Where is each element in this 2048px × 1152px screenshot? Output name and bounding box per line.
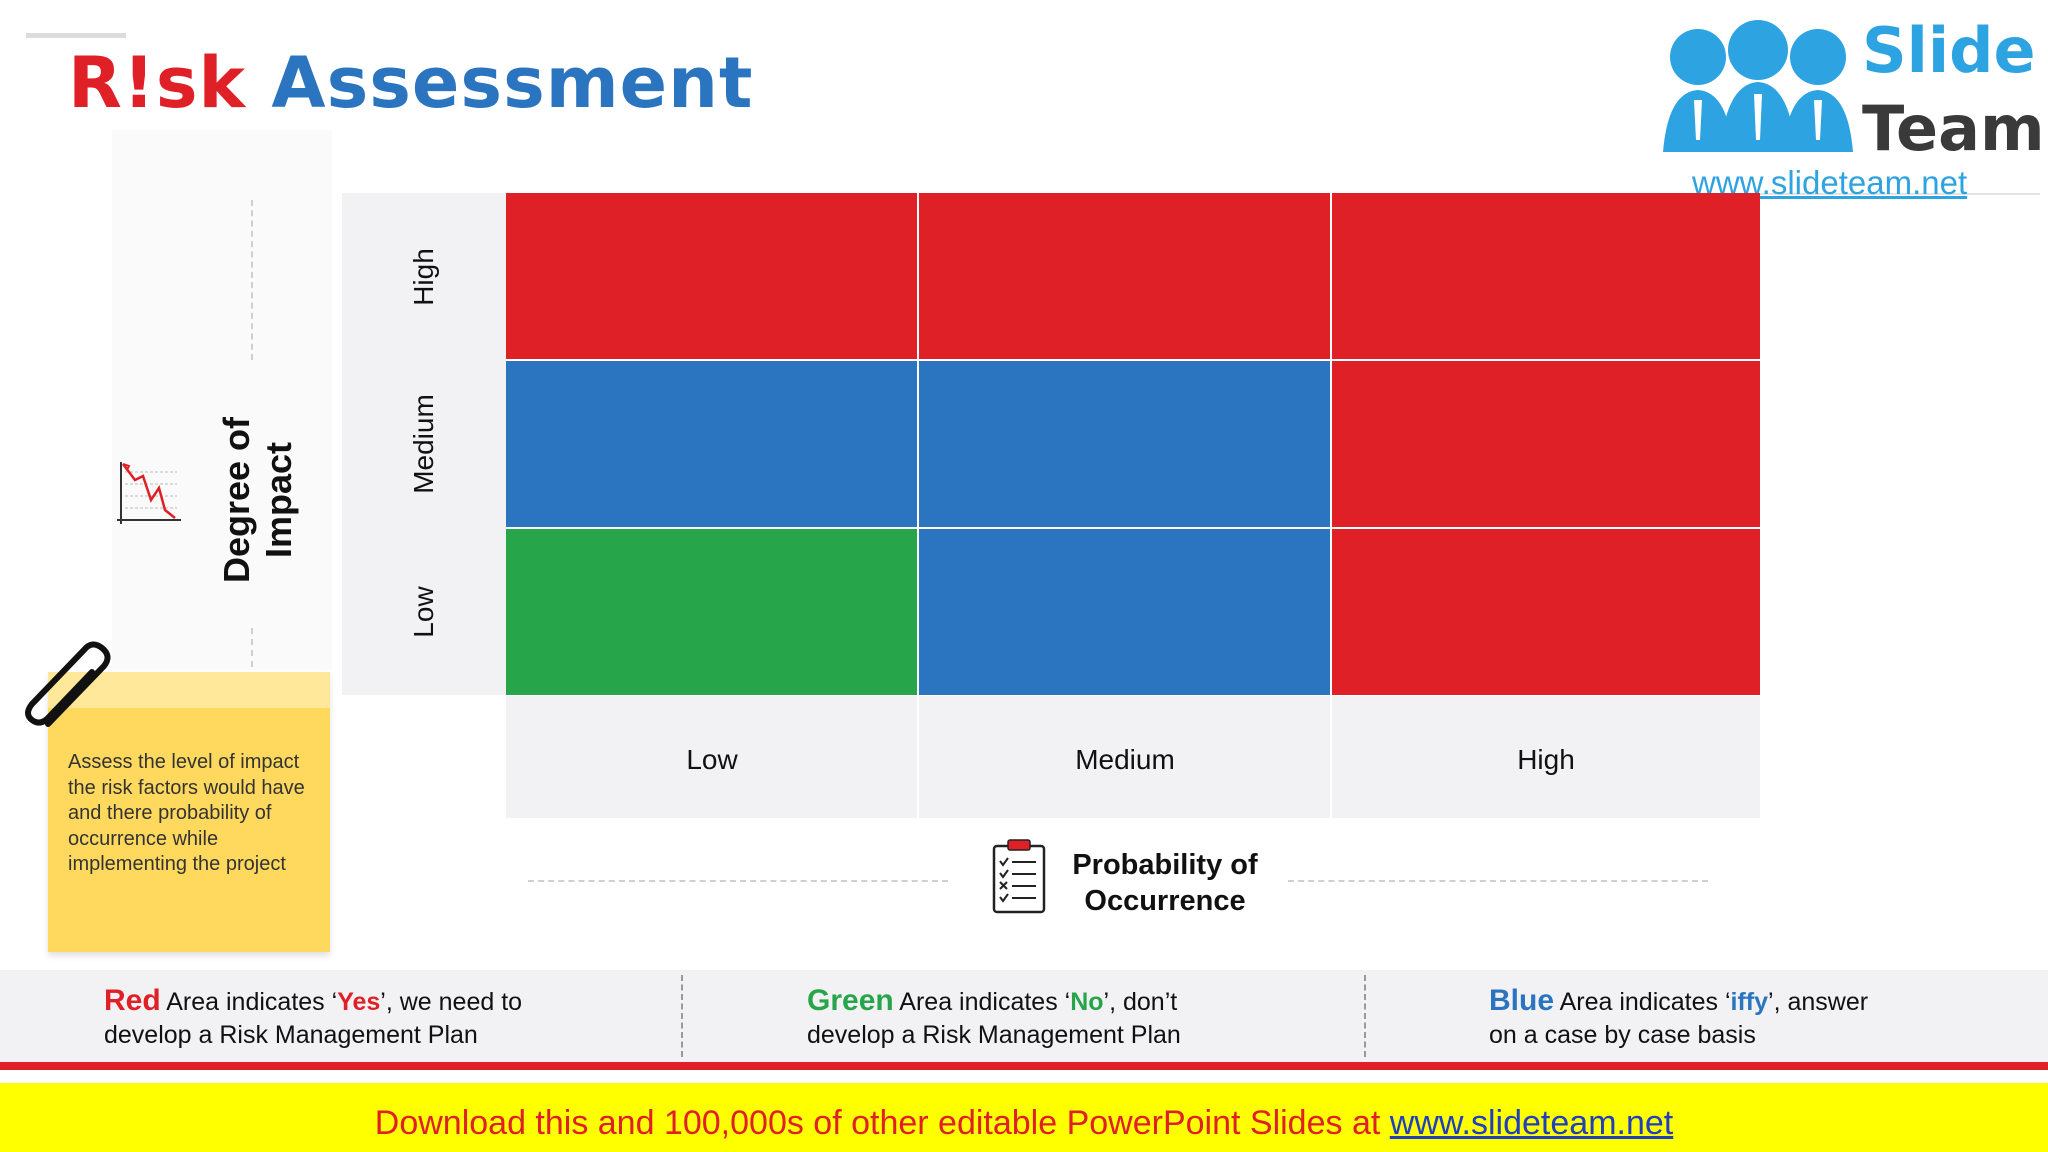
legend-item-green: Green Area indicates ‘No’, don’t develop… <box>807 984 1181 1052</box>
matrix-cell-medium-impact-medium-probability <box>919 361 1330 527</box>
matrix-cell-high-impact-high-probability <box>1332 193 1760 359</box>
matrix-cell-low-impact-medium-probability <box>919 529 1330 695</box>
footer-red-rule <box>0 1062 2048 1070</box>
clipboard-checklist-icon <box>992 839 1046 914</box>
sticky-note <box>48 672 330 952</box>
line-chart-icon <box>117 462 181 524</box>
legend-value: iffy <box>1730 988 1769 1016</box>
banner-link[interactable]: www.slideteam.net <box>1389 1104 1674 1142</box>
y-axis-divider-bottom <box>251 628 253 678</box>
x-axis-divider-left <box>528 880 948 882</box>
matrix-cell-medium-impact-low-probability <box>506 361 917 527</box>
page-title: R!sk Assessment <box>68 42 753 124</box>
page-title-assessment: Assessment <box>271 42 754 124</box>
page-title-risk: R!sk <box>68 42 247 124</box>
x-axis-divider-right <box>1288 880 1708 882</box>
y-label-low: Low <box>408 586 439 638</box>
legend-separator <box>681 975 683 1057</box>
x-band-separator <box>917 696 919 818</box>
matrix-cell-high-impact-low-probability <box>506 193 917 359</box>
legend-strip <box>0 970 2048 1062</box>
sticky-note-text: Assess the level of impact the risk fact… <box>68 751 305 875</box>
legend-value: Yes <box>337 988 381 1016</box>
y-axis-panel <box>112 130 332 670</box>
matrix-cell-low-impact-high-probability <box>1332 529 1760 695</box>
banner-text: Download this and 100,000s of other edit… <box>374 1104 1390 1142</box>
legend-item-red: Red Area indicates ‘Yes’, we need to dev… <box>104 984 522 1052</box>
legend-key: Red <box>104 984 161 1017</box>
y-axis-label-band <box>342 193 506 695</box>
legend-item-blue: Blue Area indicates ‘iffy’, answer on a … <box>1489 984 1868 1052</box>
legend-value: No <box>1070 988 1104 1016</box>
y-axis-title: Degree of Impact <box>216 416 299 584</box>
legend-key: Green <box>807 984 894 1017</box>
legend-text: Area indicates ‘ <box>1554 988 1731 1016</box>
x-label-high: High <box>1517 744 1575 775</box>
legend-text: develop a Risk Management Plan <box>104 1021 478 1049</box>
legend-text: Area indicates ‘ <box>893 988 1071 1016</box>
x-band-separator <box>1330 696 1332 818</box>
legend-text: ’, don’t <box>1103 988 1178 1016</box>
logo-text-team: Team <box>1862 92 2045 165</box>
legend-text: ’, answer <box>1768 988 1869 1016</box>
x-label-low: Low <box>686 744 738 775</box>
legend-text: Area indicates ‘ <box>160 988 338 1016</box>
legend-text: on a case by case basis <box>1489 1021 1756 1049</box>
x-axis-title: Probability of Occurrence <box>1072 849 1258 917</box>
x-label-medium: Medium <box>1075 744 1175 775</box>
legend-key: Blue <box>1489 984 1555 1017</box>
paperclip-icon <box>25 641 111 727</box>
matrix-cell-low-impact-low-probability <box>506 529 917 695</box>
slideteam-logo: Slide Team www.slideteam.net <box>1640 0 2045 201</box>
y-axis-divider-top <box>251 200 253 360</box>
title-accent-bar <box>26 33 126 38</box>
download-banner: Download this and 100,000s of other edit… <box>0 1083 2048 1152</box>
x-axis-label-band <box>506 696 1760 818</box>
legend-separator <box>1364 975 1366 1057</box>
people-icon <box>1663 20 1853 152</box>
matrix-cell-medium-impact-high-probability <box>1332 361 1760 527</box>
legend-text: develop a Risk Management Plan <box>807 1021 1181 1049</box>
matrix-cell-high-impact-medium-probability <box>919 193 1330 359</box>
legend-text: ’, we need to <box>380 988 523 1016</box>
logo-text-slide: Slide <box>1862 14 2036 87</box>
